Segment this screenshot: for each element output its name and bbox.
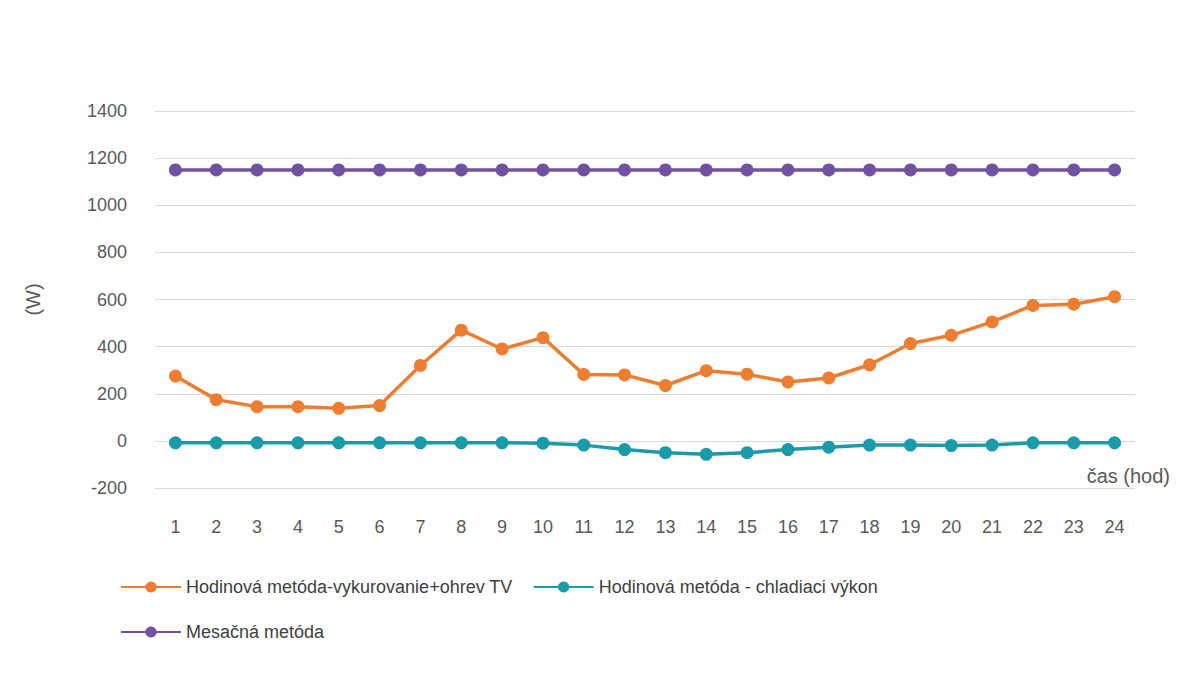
svg-text:19: 19 xyxy=(900,517,920,537)
svg-text:Hodinová metóda-vykurovanie+oh: Hodinová metóda-vykurovanie+ohrev TV xyxy=(186,577,512,597)
svg-text:14: 14 xyxy=(696,517,716,537)
svg-text:800: 800 xyxy=(97,242,127,262)
svg-text:22: 22 xyxy=(1023,517,1043,537)
svg-text:čas (hod): čas (hod) xyxy=(1087,465,1170,487)
svg-text:Mesačná metóda: Mesačná metóda xyxy=(186,622,325,642)
svg-text:10: 10 xyxy=(533,517,553,537)
svg-text:24: 24 xyxy=(1105,517,1125,537)
svg-text:Hodinová metóda - chladiaci vý: Hodinová metóda - chladiaci výkon xyxy=(599,577,878,597)
svg-text:1200: 1200 xyxy=(87,148,127,168)
svg-text:400: 400 xyxy=(97,337,127,357)
svg-text:23: 23 xyxy=(1064,517,1084,537)
svg-text:-200: -200 xyxy=(91,478,127,498)
svg-text:13: 13 xyxy=(655,517,675,537)
svg-text:18: 18 xyxy=(860,517,880,537)
svg-text:21: 21 xyxy=(982,517,1002,537)
svg-text:2: 2 xyxy=(211,517,221,537)
svg-text:(W): (W) xyxy=(22,283,44,315)
svg-text:200: 200 xyxy=(97,384,127,404)
svg-text:11: 11 xyxy=(574,517,593,537)
svg-text:9: 9 xyxy=(497,517,507,537)
svg-text:3: 3 xyxy=(252,517,262,537)
svg-text:15: 15 xyxy=(737,517,757,537)
svg-text:20: 20 xyxy=(941,517,961,537)
svg-text:17: 17 xyxy=(819,517,839,537)
svg-text:12: 12 xyxy=(615,517,635,537)
svg-text:6: 6 xyxy=(375,517,385,537)
svg-text:8: 8 xyxy=(456,517,466,537)
svg-text:7: 7 xyxy=(415,517,425,537)
svg-text:1400: 1400 xyxy=(87,101,127,121)
svg-text:0: 0 xyxy=(117,431,127,451)
svg-text:4: 4 xyxy=(293,517,303,537)
svg-text:5: 5 xyxy=(334,517,344,537)
svg-text:1000: 1000 xyxy=(87,195,127,215)
svg-text:1: 1 xyxy=(170,517,180,537)
svg-text:600: 600 xyxy=(97,290,127,310)
svg-text:16: 16 xyxy=(778,517,798,537)
